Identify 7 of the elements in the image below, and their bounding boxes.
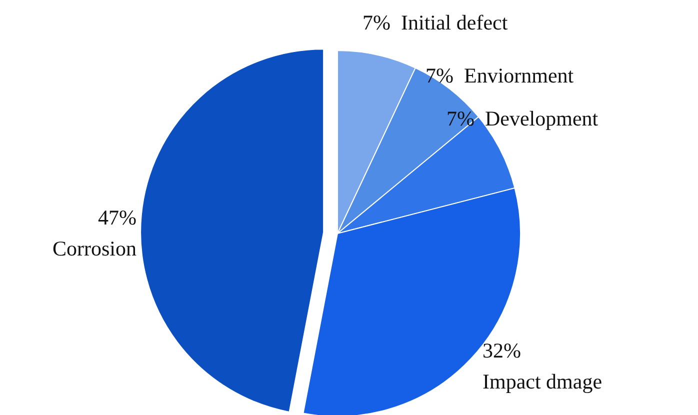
slice-label: 7% Development <box>446 106 598 130</box>
data-label: 47% <box>98 206 137 230</box>
data-label: 32% <box>482 338 521 362</box>
slice-label: 7% Enviornment <box>426 64 574 88</box>
slice-label: Corrosion <box>52 236 137 260</box>
slice-label: Impact dmage <box>482 370 602 394</box>
slice-label: 7% Initial defect <box>362 10 508 34</box>
